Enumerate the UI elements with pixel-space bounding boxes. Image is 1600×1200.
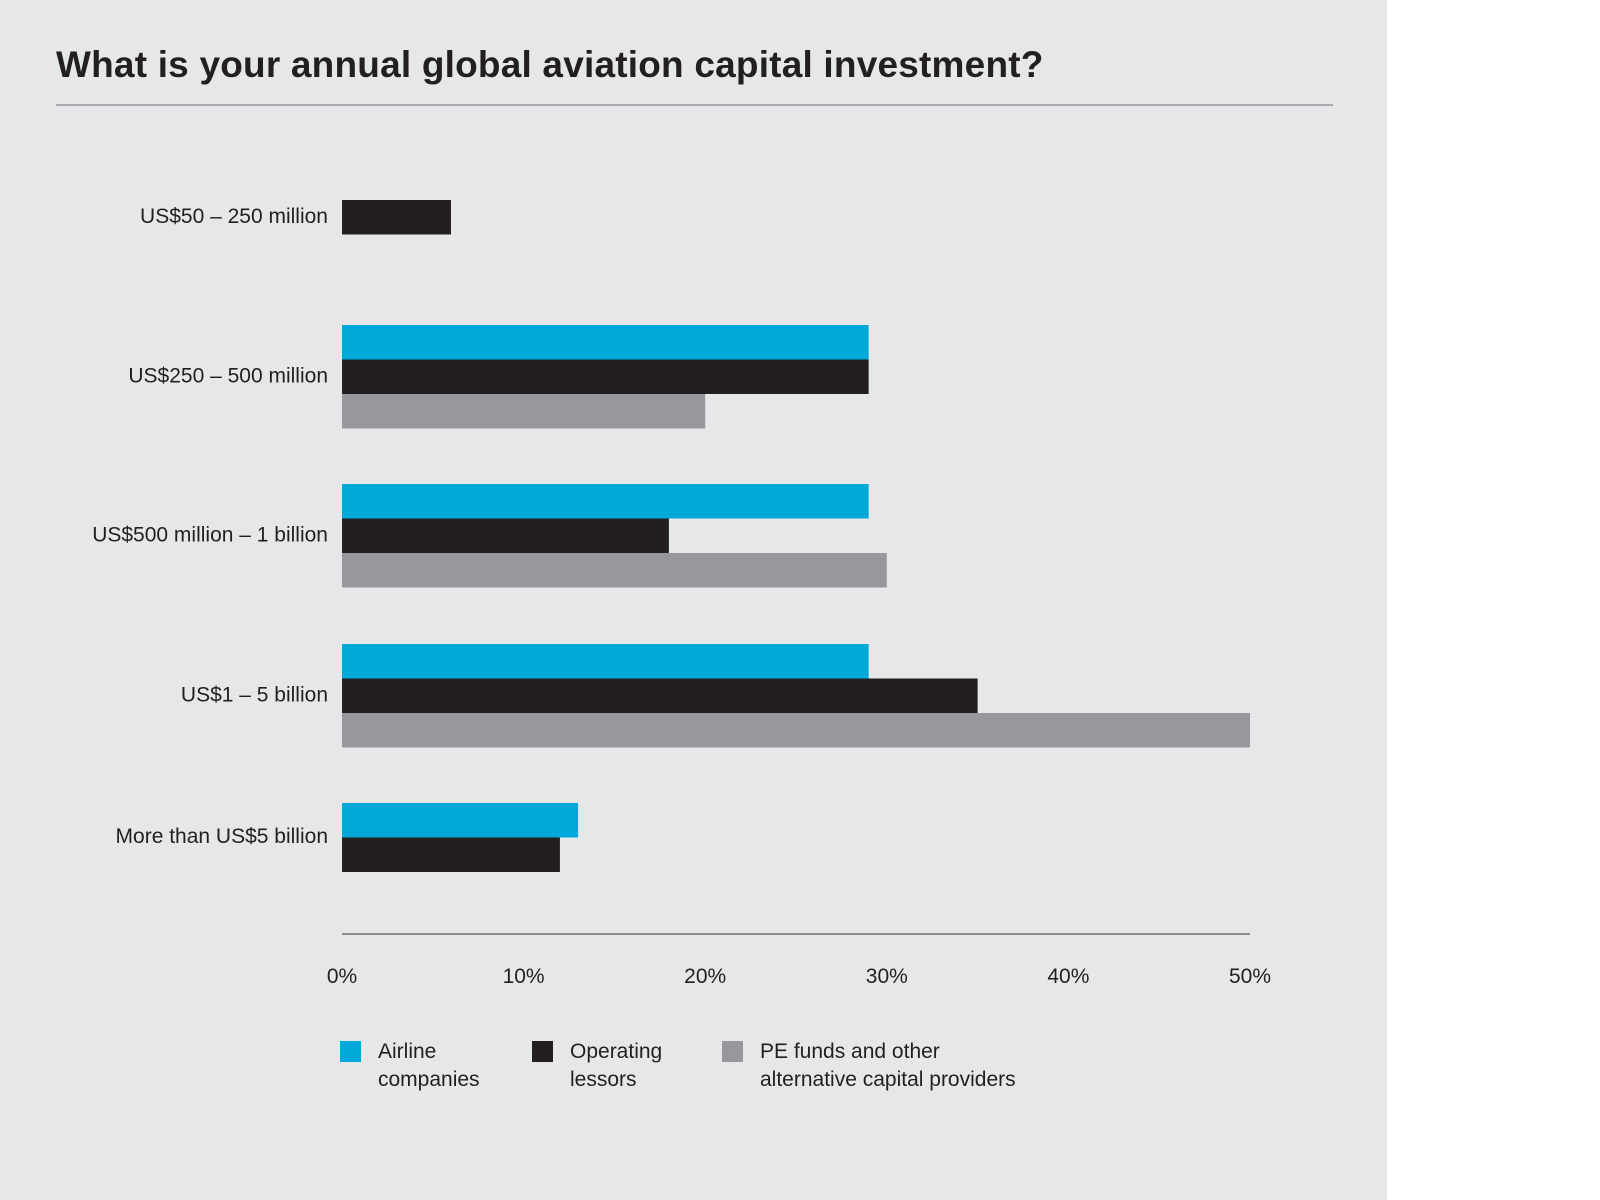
- bar-2-series-3: [342, 394, 706, 429]
- bar-2-series-2: [342, 359, 869, 394]
- bars-layer: [342, 200, 1250, 872]
- bar-1-series-2: [342, 200, 451, 235]
- legend-swatch: [340, 1041, 361, 1062]
- legend-label-line: Airline: [378, 1040, 437, 1063]
- legend-label-line: alternative capital providers: [760, 1068, 1016, 1091]
- category-label: More than US$5 billion: [116, 825, 328, 848]
- bar-5-series-2: [342, 837, 560, 872]
- x-tick-label: 50%: [1229, 965, 1271, 988]
- x-tick-labels: 0% 10% 20% 30% 40% 50%: [327, 965, 1271, 988]
- legend-label: Airline companies: [378, 1038, 480, 1094]
- legend-swatch: [532, 1041, 553, 1062]
- chart-title: What is your annual global aviation capi…: [56, 44, 1044, 85]
- legend-label-line: companies: [378, 1068, 480, 1091]
- bar-chart: US$50 – 250 million US$250 – 500 million U…: [92, 200, 1271, 988]
- title-divider: [56, 104, 1333, 106]
- legend-label-line: Operating: [570, 1040, 663, 1063]
- category-label: US$250 – 500 million: [128, 364, 328, 387]
- legend-label: PE funds and other alternative capital pr…: [760, 1038, 1016, 1094]
- bar-4-series-1: [342, 644, 869, 679]
- legend-label-line: PE funds and other: [760, 1040, 940, 1063]
- bar-3-series-3: [342, 553, 887, 588]
- bar-3-series-1: [342, 484, 869, 519]
- x-tick-label: 10%: [503, 965, 545, 988]
- legend-label: Operating lessors: [570, 1038, 662, 1094]
- x-tick-label: 30%: [866, 965, 908, 988]
- bar-4-series-2: [342, 678, 978, 713]
- bar-3-series-2: [342, 518, 669, 553]
- legend-label-line: lessors: [570, 1068, 637, 1091]
- category-label: US$1 – 5 billion: [181, 683, 328, 706]
- x-tick-label: 20%: [684, 965, 726, 988]
- category-label: US$500 million – 1 billion: [92, 523, 328, 546]
- bar-5-series-1: [342, 803, 579, 838]
- legend-swatch: [722, 1041, 743, 1062]
- x-tick-label: 40%: [1047, 965, 1089, 988]
- bar-4-series-3: [342, 713, 1250, 748]
- bar-2-series-1: [342, 325, 869, 360]
- chart-panel: What is your annual global aviation capi…: [0, 0, 1387, 1200]
- category-label: US$50 – 250 million: [140, 205, 328, 228]
- category-labels: US$50 – 250 million US$250 – 500 million U…: [92, 205, 328, 848]
- x-tick-label: 0%: [327, 965, 357, 988]
